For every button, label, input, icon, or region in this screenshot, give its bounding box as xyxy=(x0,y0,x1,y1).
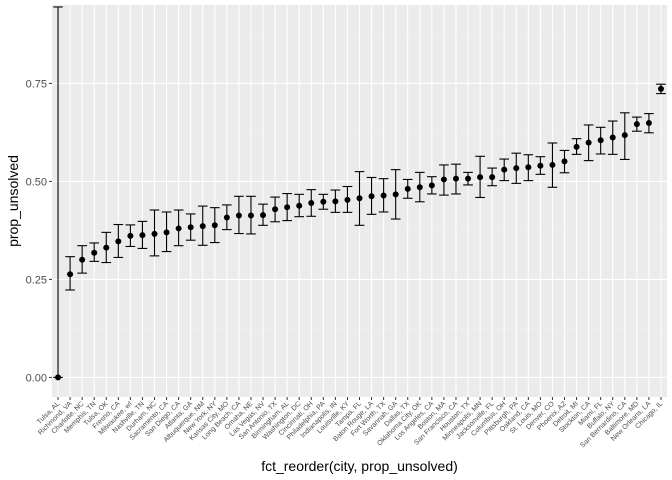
data-point xyxy=(513,165,520,172)
data-point xyxy=(55,374,62,381)
data-point xyxy=(465,175,472,182)
y-tick-label: 0.50 xyxy=(26,176,47,188)
data-point xyxy=(633,121,640,128)
data-point xyxy=(67,271,74,278)
data-point xyxy=(477,174,484,181)
data-point xyxy=(452,175,459,182)
data-point xyxy=(404,185,411,192)
data-point xyxy=(223,214,230,221)
data-point xyxy=(645,119,652,126)
data-point xyxy=(525,164,532,171)
data-point xyxy=(187,224,194,231)
data-point xyxy=(657,85,664,92)
data-point xyxy=(308,199,315,206)
data-point xyxy=(127,232,134,239)
y-axis-ticks: 0.00 0.25 0.50 0.75 xyxy=(26,78,52,384)
data-point xyxy=(163,229,170,236)
data-point xyxy=(573,143,580,150)
y-axis-title: prop_unsolved xyxy=(5,155,21,247)
data-point xyxy=(91,249,98,256)
data-point xyxy=(380,192,387,199)
data-point xyxy=(489,174,496,181)
data-point xyxy=(609,134,616,141)
data-points xyxy=(55,85,664,381)
data-point xyxy=(199,223,206,230)
data-point xyxy=(585,139,592,146)
data-point xyxy=(501,166,508,173)
data-point xyxy=(392,191,399,198)
data-point xyxy=(139,232,146,239)
data-point xyxy=(247,212,254,219)
data-point xyxy=(537,162,544,169)
y-tick-label: 0.00 xyxy=(26,372,47,384)
data-point xyxy=(284,204,291,211)
data-point xyxy=(368,193,375,200)
x-axis-title: fct_reorder(city, prop_unsolved) xyxy=(261,458,458,474)
data-point xyxy=(416,184,423,191)
data-point xyxy=(561,158,568,165)
data-point xyxy=(260,212,267,219)
data-point xyxy=(320,198,327,205)
y-tick-label: 0.75 xyxy=(26,78,47,90)
data-point xyxy=(235,212,242,219)
data-point xyxy=(296,202,303,209)
data-point xyxy=(549,161,556,168)
data-point xyxy=(440,176,447,183)
data-point xyxy=(211,222,218,229)
data-point xyxy=(344,196,351,203)
data-point xyxy=(621,132,628,139)
data-point xyxy=(332,198,339,205)
data-point xyxy=(175,225,182,232)
data-point xyxy=(151,230,158,237)
data-point xyxy=(597,137,604,144)
data-point xyxy=(115,238,122,245)
data-point xyxy=(79,256,86,263)
data-point xyxy=(103,244,110,251)
data-point xyxy=(272,206,279,213)
data-point xyxy=(356,195,363,202)
data-point xyxy=(428,182,435,189)
y-tick-label: 0.25 xyxy=(26,274,47,286)
